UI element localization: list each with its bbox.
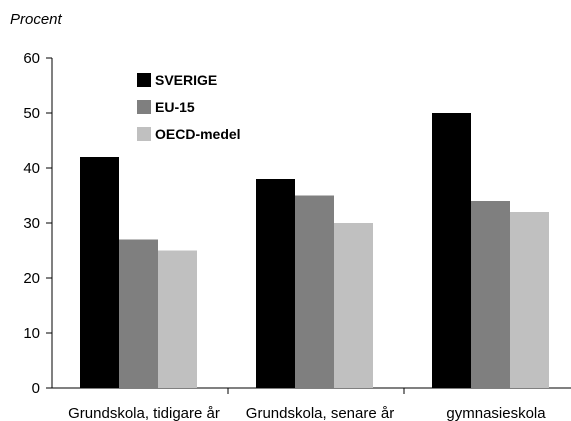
bar-eu-15-2 — [471, 201, 510, 388]
y-tick-label-20: 20 — [23, 270, 40, 287]
y-axis-ticks: 0 10 20 30 40 50 60 — [23, 50, 52, 397]
category-labels: Grundskola, tidigare år Grundskola, senar… — [68, 405, 546, 421]
category-label-2: gymnasieskola — [446, 405, 546, 421]
legend-label-0: SVERIGE — [155, 72, 217, 88]
bar-eu-15-1 — [295, 195, 334, 388]
y-axis-label: Procent — [10, 11, 63, 28]
bar-sverige-2 — [432, 113, 471, 388]
legend: SVERIGE EU-15 OECD-medel — [137, 72, 241, 142]
bar-eu-15-0 — [119, 239, 158, 388]
legend-swatch-2 — [137, 127, 151, 141]
bar-oecd-medel-2 — [510, 212, 549, 388]
bars — [80, 113, 549, 388]
legend-swatch-0 — [137, 73, 151, 87]
y-tick-label-50: 50 — [23, 105, 40, 122]
bar-oecd-medel-0 — [158, 250, 197, 388]
y-tick-label-60: 60 — [23, 50, 40, 67]
category-label-0: Grundskola, tidigare år — [68, 405, 220, 421]
bar-sverige-0 — [80, 157, 119, 388]
legend-swatch-1 — [137, 100, 151, 114]
y-tick-label-40: 40 — [23, 160, 40, 177]
category-label-1: Grundskola, senare år — [246, 405, 394, 421]
y-tick-label-10: 10 — [23, 325, 40, 342]
bar-sverige-1 — [256, 179, 295, 388]
x-axis-separators — [227, 388, 405, 394]
bar-oecd-medel-1 — [334, 223, 373, 388]
legend-label-1: EU-15 — [155, 99, 195, 115]
legend-label-2: OECD-medel — [155, 126, 241, 142]
y-tick-label-0: 0 — [32, 380, 40, 397]
y-tick-label-30: 30 — [23, 215, 40, 232]
